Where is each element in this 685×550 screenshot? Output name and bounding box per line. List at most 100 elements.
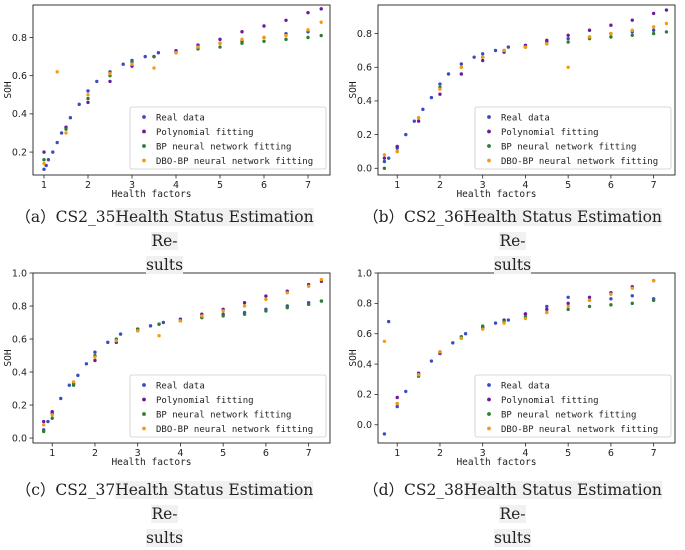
caption-line2: sults <box>493 256 532 274</box>
y-axis-label: SOH <box>348 81 359 98</box>
legend-marker <box>142 144 146 148</box>
legend-label: DBO-BP neural network fitting <box>156 425 313 435</box>
data-point <box>630 28 634 32</box>
data-point <box>262 35 266 40</box>
data-point <box>630 286 634 290</box>
x-tick-label: 3 <box>480 180 486 191</box>
data-point <box>121 62 125 66</box>
data-point <box>459 72 464 76</box>
y-tick-label: 0.0 <box>357 420 372 431</box>
data-point <box>566 36 570 41</box>
chart-svg: 1 2 3 4 5 6 7 0.2 0.4 0.6 0.8 Health factors SOH Real… <box>3 4 331 200</box>
caption-c: （c）CS2_37Health Status Estimation Re- su… <box>2 478 327 550</box>
y-tick-label: 0.0 <box>12 433 27 444</box>
data-point <box>71 383 76 387</box>
caption-highlight: Health Status Estimation Re- <box>463 208 662 250</box>
caption-highlight: Health Status Estimation Re- <box>115 481 314 523</box>
data-point <box>218 45 222 49</box>
legend-label: BP neural network fitting <box>501 410 636 420</box>
x-tick-label: 7 <box>305 180 311 191</box>
data-point <box>221 309 225 313</box>
data-point <box>463 332 468 336</box>
x-tick-label: 3 <box>480 448 486 459</box>
data-point <box>59 131 64 135</box>
legend-marker <box>142 158 146 163</box>
chart-svg: 1 2 3 4 5 6 7 0.0 0.2 0.4 0.6 0.8 1.0 Health factors S… <box>3 268 331 468</box>
data-point <box>46 158 51 162</box>
legend-box <box>129 374 327 438</box>
y-tick-label: 1.0 <box>357 268 372 279</box>
data-point <box>609 31 613 36</box>
data-point <box>451 341 455 345</box>
data-point <box>664 8 669 12</box>
data-point <box>55 140 59 145</box>
data-point <box>481 327 485 331</box>
data-point <box>587 35 592 39</box>
data-point <box>395 149 399 154</box>
data-point <box>46 419 50 424</box>
legend-label: BP neural network fitting <box>156 410 291 420</box>
data-point <box>630 294 634 298</box>
x-tick-label: 1 <box>394 180 400 191</box>
chart-svg: 1 2 3 4 5 6 7 0.0 0.2 0.4 0.6 0.8 1.0 Health factors S… <box>348 268 676 468</box>
data-point <box>506 318 511 322</box>
data-point <box>609 23 613 27</box>
caption-highlight: Health Status Estimation Re- <box>115 208 314 250</box>
data-point <box>84 362 89 366</box>
data-point <box>630 18 634 22</box>
data-point <box>566 301 570 306</box>
data-point <box>319 299 324 303</box>
legend-label: Polynomial fitting <box>501 396 599 406</box>
legend-marker <box>142 426 146 431</box>
data-point <box>86 93 90 97</box>
y-tick-label: 0.8 <box>12 33 27 44</box>
data-point <box>284 33 288 38</box>
data-point <box>664 21 669 26</box>
y-tick-label: 0.8 <box>357 29 372 40</box>
chart-svg: 1 2 3 4 5 6 7 0.0 0.2 0.4 0.6 0.8 Health factors SOH R… <box>348 4 676 200</box>
x-axis-label: Health factors <box>111 189 191 200</box>
x-tick-label: 5 <box>220 448 226 459</box>
data-point <box>651 25 656 29</box>
data-point <box>609 292 613 296</box>
data-point <box>174 51 178 55</box>
data-point <box>416 119 421 123</box>
x-tick-label: 2 <box>437 448 443 459</box>
data-point <box>459 62 464 66</box>
data-point <box>152 66 156 70</box>
data-point <box>566 40 570 44</box>
data-point <box>429 95 434 100</box>
data-point <box>566 33 570 37</box>
data-point <box>421 107 425 112</box>
legend-marker <box>487 397 491 402</box>
legend-box <box>474 374 672 438</box>
data-point <box>306 302 311 307</box>
data-point <box>143 54 147 59</box>
legend-marker <box>487 115 491 119</box>
data-point <box>108 79 112 84</box>
data-point <box>609 297 613 301</box>
series-layer <box>41 277 324 434</box>
data-point <box>242 304 247 308</box>
data-point <box>178 319 183 323</box>
data-point <box>502 321 506 325</box>
data-point <box>481 52 485 56</box>
data-point <box>493 321 498 325</box>
legend-label: DBO-BP neural network fitting <box>501 425 658 435</box>
y-tick-label: 0.4 <box>12 109 27 120</box>
data-point <box>664 30 669 34</box>
data-point <box>157 334 161 338</box>
data-point <box>545 38 549 43</box>
data-point <box>319 277 324 282</box>
data-point <box>386 319 391 324</box>
x-tick-label: 1 <box>394 448 400 459</box>
data-point <box>566 65 570 69</box>
data-point <box>395 404 399 409</box>
legend: Real data Polynomial fitting BP neural net… <box>129 374 327 438</box>
data-point <box>523 312 528 316</box>
data-point <box>264 309 268 313</box>
data-point <box>114 338 119 343</box>
data-point <box>459 336 464 340</box>
x-tick-label: 6 <box>261 180 267 191</box>
data-point <box>438 92 442 96</box>
